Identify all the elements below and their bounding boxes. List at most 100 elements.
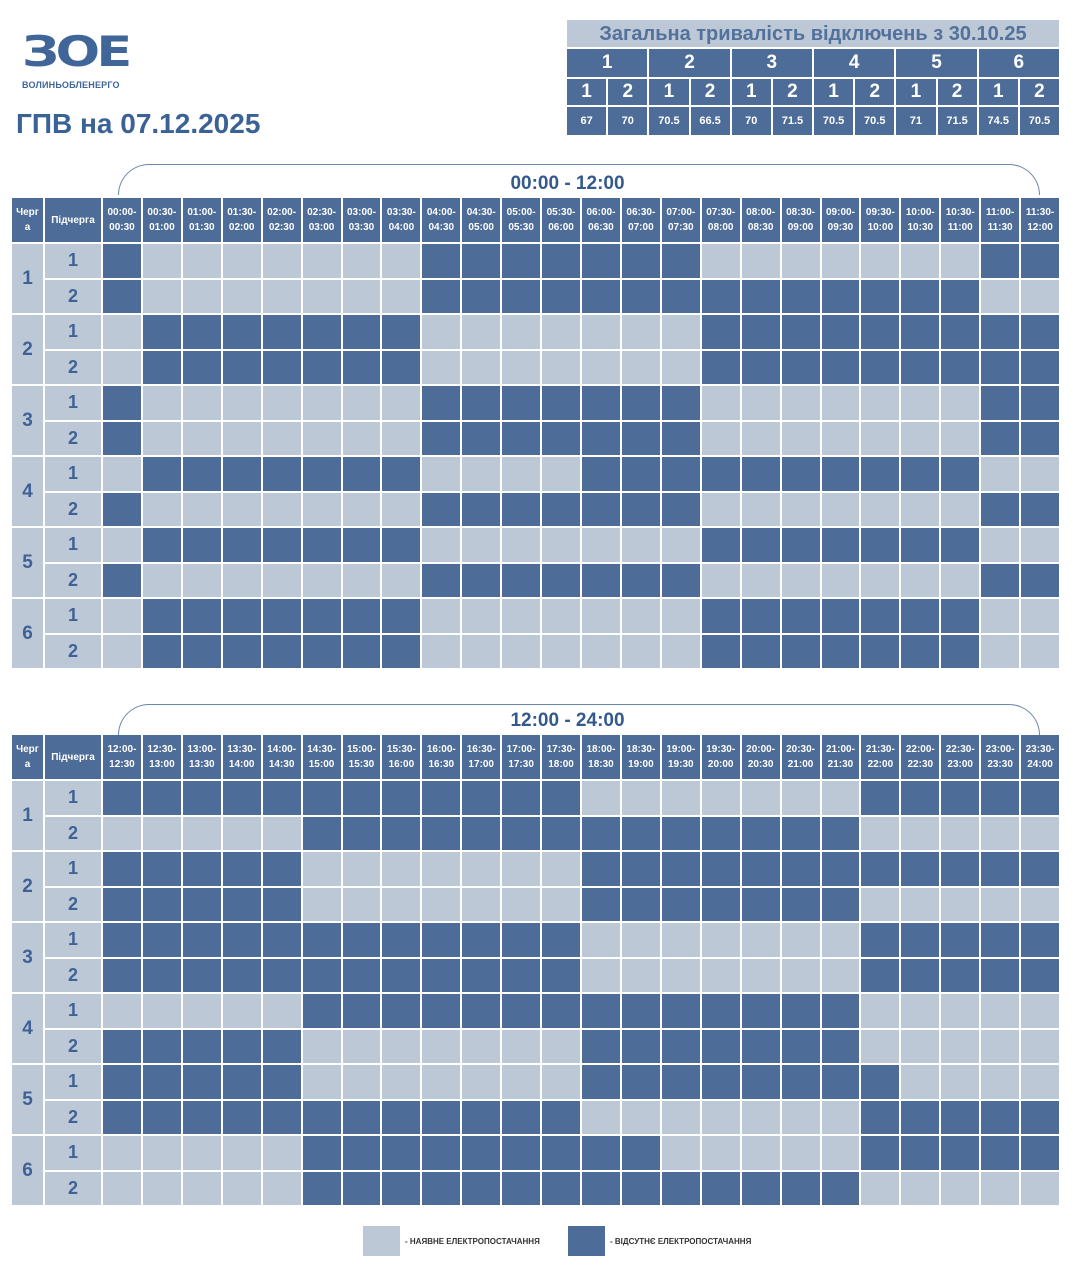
power-available-cell bbox=[542, 457, 580, 491]
summary-queue-header: 5 bbox=[896, 49, 977, 77]
power-available-cell bbox=[342, 492, 381, 526]
outage-cell bbox=[661, 386, 700, 420]
outage-cell bbox=[302, 781, 341, 815]
outage-cell bbox=[262, 634, 301, 668]
power-available-cell bbox=[302, 386, 341, 420]
outage-cell bbox=[142, 1100, 181, 1134]
power-available-cell bbox=[901, 563, 940, 597]
outage-cell bbox=[262, 1029, 301, 1063]
outage-cell bbox=[582, 816, 620, 850]
outage-cell bbox=[103, 1065, 141, 1099]
power-available-cell bbox=[222, 492, 261, 526]
power-available-cell bbox=[582, 528, 620, 562]
outage-cell bbox=[502, 958, 541, 992]
outage-cell bbox=[222, 781, 261, 815]
outage-cell bbox=[542, 1136, 580, 1170]
power-available-cell bbox=[142, 1171, 181, 1205]
outage-cell bbox=[981, 958, 1020, 992]
outage-cell bbox=[701, 1171, 740, 1205]
outage-cell bbox=[582, 1171, 620, 1205]
outage-cell bbox=[302, 1171, 341, 1205]
summary-value: 74.5 bbox=[978, 107, 1018, 135]
outage-cell bbox=[342, 1100, 381, 1134]
outage-cell bbox=[342, 315, 381, 349]
power-available-cell bbox=[382, 279, 421, 313]
outage-cell bbox=[182, 852, 221, 886]
power-available-cell bbox=[302, 492, 341, 526]
outage-cell bbox=[103, 279, 141, 313]
outage-cell bbox=[462, 1136, 501, 1170]
column-header-timeslot: 18:30- 19:00 bbox=[621, 735, 660, 779]
outage-cell bbox=[582, 244, 620, 278]
outage-cell bbox=[342, 528, 381, 562]
power-available-cell bbox=[861, 816, 900, 850]
power-available-cell bbox=[701, 958, 740, 992]
outage-cell bbox=[981, 1100, 1020, 1134]
summary-title: Загальна тривалість відключень з 30.10.2… bbox=[567, 20, 1059, 47]
outage-cell bbox=[621, 244, 660, 278]
column-header-timeslot: 14:00- 14:30 bbox=[262, 735, 301, 779]
outage-cell bbox=[781, 528, 820, 562]
outage-cell bbox=[502, 781, 541, 815]
column-header-timeslot: 17:30- 18:00 bbox=[542, 735, 580, 779]
power-available-cell bbox=[821, 421, 860, 455]
power-available-cell bbox=[462, 528, 501, 562]
power-available-cell bbox=[741, 492, 780, 526]
power-available-cell bbox=[582, 958, 620, 992]
outage-cell bbox=[103, 1029, 141, 1063]
outage-cell bbox=[382, 923, 421, 957]
outage-cell bbox=[462, 923, 501, 957]
summary-subqueue-header: 2 bbox=[937, 79, 977, 105]
power-available-cell bbox=[701, 1100, 740, 1134]
power-available-cell bbox=[741, 386, 780, 420]
outage-cell bbox=[821, 350, 860, 384]
power-available-cell bbox=[542, 634, 580, 668]
outage-cell bbox=[821, 279, 860, 313]
outage-cell bbox=[741, 350, 780, 384]
power-available-cell bbox=[901, 816, 940, 850]
power-available-cell bbox=[222, 994, 261, 1028]
power-available-cell bbox=[142, 244, 181, 278]
outage-cell bbox=[1021, 386, 1059, 420]
outage-cell bbox=[142, 1029, 181, 1063]
power-available-cell bbox=[502, 457, 541, 491]
outage-cell bbox=[103, 386, 141, 420]
subqueue-label: 2 bbox=[45, 1171, 101, 1205]
outage-cell bbox=[741, 315, 780, 349]
outage-cell bbox=[462, 781, 501, 815]
column-header-timeslot: 00:30- 01:00 bbox=[142, 198, 181, 242]
power-available-cell bbox=[1021, 1029, 1059, 1063]
power-available-cell bbox=[621, 350, 660, 384]
outage-cell bbox=[502, 1171, 541, 1205]
power-available-cell bbox=[542, 599, 580, 633]
logo-name: ВОЛИНЬОБЛЕНЕРГО bbox=[22, 80, 120, 90]
outage-cell bbox=[941, 279, 980, 313]
summary-value: 70 bbox=[608, 107, 648, 135]
power-available-cell bbox=[103, 994, 141, 1028]
outage-cell bbox=[182, 528, 221, 562]
outage-cell bbox=[422, 1136, 461, 1170]
column-header-timeslot: 19:30- 20:00 bbox=[701, 735, 740, 779]
power-available-cell bbox=[661, 350, 700, 384]
outage-cell bbox=[222, 1065, 261, 1099]
power-available-cell bbox=[981, 1029, 1020, 1063]
column-header-timeslot: 07:00- 07:30 bbox=[661, 198, 700, 242]
power-available-cell bbox=[741, 1100, 780, 1134]
power-available-cell bbox=[941, 1029, 980, 1063]
column-header-timeslot: 20:00- 20:30 bbox=[741, 735, 780, 779]
power-available-cell bbox=[422, 852, 461, 886]
outage-cell bbox=[701, 1029, 740, 1063]
power-available-cell bbox=[741, 244, 780, 278]
power-available-cell bbox=[502, 528, 541, 562]
power-available-cell bbox=[861, 1171, 900, 1205]
outage-cell bbox=[542, 279, 580, 313]
subqueue-label: 2 bbox=[45, 563, 101, 597]
power-available-cell bbox=[302, 1065, 341, 1099]
power-available-cell bbox=[741, 1136, 780, 1170]
column-header-timeslot: 16:00- 16:30 bbox=[422, 735, 461, 779]
power-available-cell bbox=[103, 457, 141, 491]
outage-cell bbox=[103, 887, 141, 921]
power-available-cell bbox=[861, 244, 900, 278]
outage-cell bbox=[781, 634, 820, 668]
power-available-cell bbox=[542, 852, 580, 886]
